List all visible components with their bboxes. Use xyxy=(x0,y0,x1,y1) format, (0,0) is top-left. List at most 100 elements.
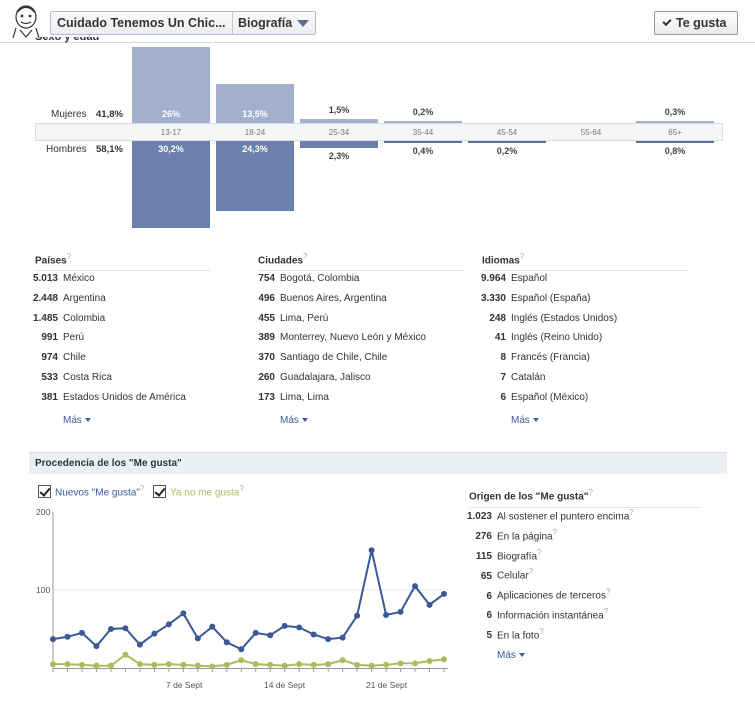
list-item-count: 7 xyxy=(500,372,506,383)
female-bar[interactable] xyxy=(636,121,714,123)
page-header: Cuidado Tenemos Un Chic... Biografía Te … xyxy=(0,0,755,43)
help-icon[interactable]: ? xyxy=(139,484,145,493)
list-item[interactable]: 5 En la foto? xyxy=(466,626,544,641)
female-bar[interactable] xyxy=(132,47,210,123)
new-likes-legend: Nuevos "Me gusta"? xyxy=(55,484,144,498)
help-icon[interactable]: ? xyxy=(539,626,544,636)
list-item-count: 9.964 xyxy=(480,273,506,284)
series-unlikes-point xyxy=(238,657,245,664)
like-button[interactable]: Te gusta xyxy=(654,11,738,35)
series-unlikes-point xyxy=(441,656,447,663)
list-item[interactable]: 1.485 Colombia xyxy=(32,313,105,324)
list-item[interactable]: 8 Francés (Francia) xyxy=(477,352,589,363)
list-item[interactable]: 6 Español (México) xyxy=(477,392,588,403)
origen-more-link[interactable]: Más xyxy=(497,650,525,661)
list-item-label: Lima, Perú xyxy=(280,312,329,324)
list-item[interactable]: 974 Chile xyxy=(32,352,85,363)
list-item-label: Santiago de Chile, Chile xyxy=(280,352,388,364)
help-icon[interactable]: ? xyxy=(66,252,72,261)
countries-more-link[interactable]: Más xyxy=(63,415,91,426)
list-item[interactable]: 6 Aplicaciones de terceros? xyxy=(466,587,610,601)
cities-more-link[interactable]: Más xyxy=(280,415,308,426)
female-bar[interactable] xyxy=(384,121,462,123)
list-item-count: 41 xyxy=(494,332,506,344)
page-name[interactable]: Cuidado Tenemos Un Chic... xyxy=(51,12,233,34)
male-bar[interactable] xyxy=(468,141,546,143)
list-item[interactable]: 5.013 México xyxy=(32,273,95,284)
origen-title: Origen de los "Me gusta" xyxy=(469,491,589,503)
male-bar-label: 0,8% xyxy=(664,146,686,157)
female-bar[interactable] xyxy=(216,83,294,123)
list-item-count: 1.485 xyxy=(32,312,58,324)
list-item[interactable]: 2.448 Argentina xyxy=(32,293,106,304)
list-item[interactable]: 276 En la página? xyxy=(466,528,557,542)
series-unlikes-point xyxy=(93,662,100,669)
list-item-count: 370 xyxy=(258,352,275,364)
list-item[interactable]: 389 Monterrey, Nuevo León y México xyxy=(255,332,426,343)
help-icon[interactable]: ? xyxy=(537,547,542,557)
more-label: Más xyxy=(497,650,516,661)
list-item[interactable]: 260 Guadalajara, Jalisco xyxy=(255,372,370,383)
origen-header: Origen de los "Me gusta"? xyxy=(469,488,701,509)
male-bar[interactable] xyxy=(636,141,714,144)
series-new-likes-line xyxy=(52,549,445,651)
help-icon[interactable]: ? xyxy=(303,252,308,261)
page-selector[interactable]: Cuidado Tenemos Un Chic... Biografía xyxy=(50,11,316,35)
help-icon[interactable]: ? xyxy=(605,587,611,597)
list-item[interactable]: 9.964 Español xyxy=(477,273,547,284)
help-icon[interactable]: ? xyxy=(519,252,525,261)
list-item[interactable]: 991 Perú xyxy=(32,332,84,343)
new-likes-checkbox[interactable] xyxy=(38,485,51,498)
list-item-count: 173 xyxy=(258,391,275,403)
series-new-likes-point xyxy=(296,624,303,631)
help-icon[interactable]: ? xyxy=(588,488,593,497)
series-new-likes-point xyxy=(441,590,447,597)
languages-more-link[interactable]: Más xyxy=(511,415,539,426)
male-total: 58,1% xyxy=(96,144,123,155)
countries-header: Países? xyxy=(35,252,210,272)
help-icon[interactable]: ? xyxy=(528,567,534,577)
view-dropdown[interactable]: Biografía xyxy=(233,12,315,34)
list-item[interactable]: 754 Bogotá, Colombia xyxy=(255,273,359,284)
male-bar[interactable] xyxy=(300,141,378,148)
list-item[interactable]: 455 Lima, Perú xyxy=(255,313,328,324)
list-item[interactable]: 7 Catalán xyxy=(477,372,545,383)
help-icon[interactable]: ? xyxy=(552,527,558,537)
help-icon[interactable]: ? xyxy=(629,508,634,517)
list-item[interactable]: 248 Inglés (Estados Unidos) xyxy=(477,313,617,324)
male-bar-label: 30,2% xyxy=(158,144,184,154)
female-bar[interactable] xyxy=(300,118,378,123)
list-item[interactable]: 65 Celular? xyxy=(466,567,533,581)
series-unlikes-point xyxy=(180,661,187,668)
male-bar[interactable] xyxy=(216,141,294,211)
list-item-label: En la página xyxy=(497,531,553,543)
chevron-down-icon xyxy=(532,418,539,423)
list-item[interactable]: 496 Buenos Aires, Argentina xyxy=(255,293,386,304)
procedencia-title: Procedencia de los "Me gusta" xyxy=(35,458,182,469)
help-icon[interactable]: ? xyxy=(239,484,244,493)
view-label: Biografía xyxy=(238,16,293,30)
new-likes-legend-label: Nuevos "Me gusta" xyxy=(55,487,140,499)
series-new-likes-point xyxy=(412,583,419,590)
list-item[interactable]: 1.023 Al sostener el puntero encima? xyxy=(466,508,634,522)
unlikes-checkbox[interactable] xyxy=(153,485,166,498)
meme-avatar-icon[interactable] xyxy=(10,4,42,38)
list-item[interactable]: 370 Santiago de Chile, Chile xyxy=(255,352,387,363)
series-unlikes-point xyxy=(310,661,317,668)
list-item[interactable]: 115 Biografía? xyxy=(466,547,542,562)
list-item-count: 115 xyxy=(475,550,492,562)
list-item-label: Español (España) xyxy=(511,292,591,304)
like-button-label: Te gusta xyxy=(676,16,727,30)
male-bar[interactable] xyxy=(384,141,462,143)
list-item[interactable]: 6 Información instantánea? xyxy=(466,607,608,621)
list-item[interactable]: 173 Lima, Lima xyxy=(255,392,329,403)
help-icon[interactable]: ? xyxy=(603,607,609,616)
series-new-likes-point xyxy=(397,608,404,615)
chevron-down-icon[interactable] xyxy=(297,20,309,27)
list-item[interactable]: 381 Estados Unidos de América xyxy=(32,392,186,403)
male-bar[interactable] xyxy=(132,141,210,228)
list-item[interactable]: 533 Costa Rica xyxy=(32,372,112,383)
male-bar-label: 0,2% xyxy=(496,146,518,156)
list-item[interactable]: 3.330 Español (España) xyxy=(477,293,591,304)
list-item[interactable]: 41 Inglés (Reino Unido) xyxy=(477,332,602,343)
